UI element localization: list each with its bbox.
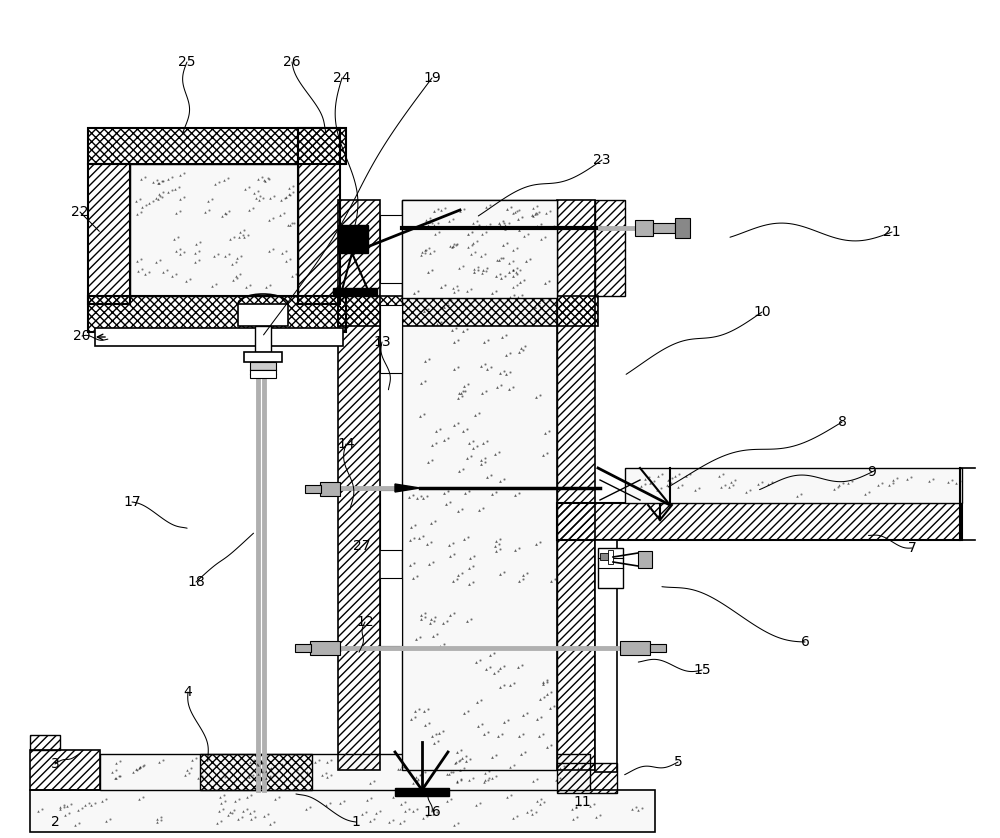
Text: 26: 26 [283, 55, 301, 69]
Text: 23: 23 [593, 153, 611, 167]
Text: 9: 9 [868, 465, 876, 479]
Text: 10: 10 [753, 305, 771, 319]
Text: 15: 15 [693, 663, 711, 677]
Bar [338, 200, 380, 770]
Bar [88, 164, 130, 304]
Text: 17: 17 [123, 495, 141, 509]
Text: 8: 8 [838, 415, 846, 429]
Bar [635, 220, 653, 236]
Bar [608, 550, 613, 564]
Bar [130, 164, 298, 296]
Bar [625, 468, 962, 503]
Bar [320, 482, 340, 496]
Bar [295, 644, 311, 652]
Bar [338, 296, 598, 326]
Bar [238, 304, 288, 326]
Bar [30, 735, 60, 750]
Bar [557, 763, 617, 793]
Text: 20: 20 [73, 329, 91, 343]
Text: 14: 14 [337, 437, 355, 451]
Bar [380, 578, 402, 646]
Bar [333, 288, 377, 296]
Text: 11: 11 [573, 795, 591, 809]
Text: 25: 25 [178, 55, 196, 69]
Bar [595, 540, 617, 772]
Bar [600, 553, 608, 560]
Bar [200, 754, 312, 790]
Text: 7: 7 [908, 541, 916, 555]
Bar [653, 223, 675, 233]
Text: 12: 12 [356, 615, 374, 629]
Bar [95, 328, 343, 346]
Text: 13: 13 [373, 335, 391, 349]
Text: 6: 6 [801, 635, 809, 649]
Bar [255, 326, 271, 352]
Bar [650, 644, 666, 652]
Bar [338, 225, 368, 253]
Text: 1: 1 [352, 815, 360, 829]
Bar [305, 485, 321, 493]
Bar [638, 551, 652, 568]
Text: 22: 22 [71, 205, 89, 219]
Text: 24: 24 [333, 71, 351, 85]
Bar [250, 370, 276, 378]
Polygon shape [675, 218, 690, 238]
Text: 5: 5 [674, 755, 682, 769]
Bar [88, 296, 346, 332]
Bar [380, 305, 402, 373]
Text: 2: 2 [51, 815, 59, 829]
Bar [310, 641, 340, 655]
Bar [30, 750, 100, 790]
Text: 21: 21 [883, 225, 901, 239]
Bar [30, 790, 655, 832]
Bar [402, 200, 557, 298]
Bar [620, 641, 650, 655]
Text: 18: 18 [187, 575, 205, 589]
Text: 16: 16 [423, 805, 441, 819]
Bar [100, 754, 590, 790]
Text: 4: 4 [184, 685, 192, 699]
Bar [244, 352, 282, 362]
Bar [250, 362, 276, 370]
Bar [380, 490, 402, 550]
Text: 27: 27 [353, 539, 371, 553]
Bar [380, 215, 402, 283]
Bar [595, 200, 625, 296]
Bar [395, 788, 449, 796]
Text: 3: 3 [51, 757, 59, 771]
Bar [557, 200, 595, 770]
Bar [402, 200, 557, 770]
Polygon shape [395, 484, 420, 492]
Bar [598, 548, 623, 588]
Text: 19: 19 [423, 71, 441, 85]
Bar [298, 128, 340, 304]
Bar [557, 503, 962, 540]
Bar [88, 128, 346, 164]
